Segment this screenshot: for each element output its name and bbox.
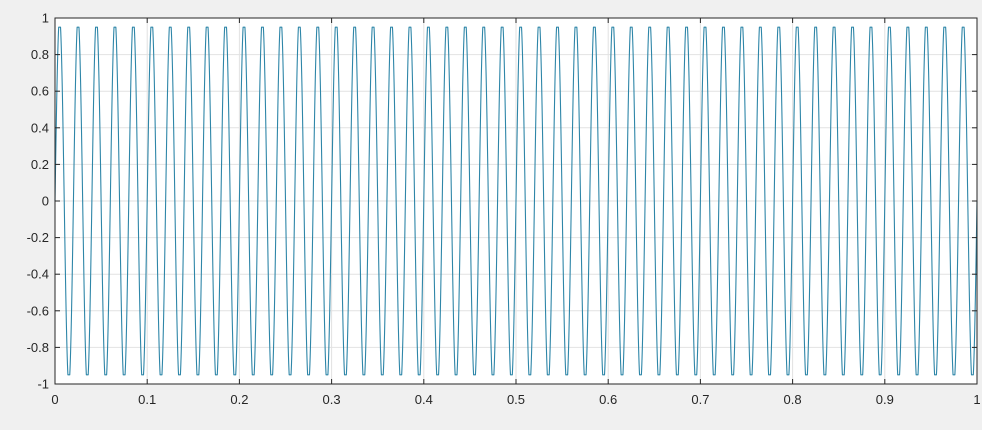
y-tick-label: -0.8 <box>27 340 49 355</box>
y-tick-label: 0.6 <box>31 84 49 99</box>
x-tick-label: 0.2 <box>230 392 248 407</box>
x-tick-label: 0.5 <box>507 392 525 407</box>
series-layer <box>54 26 978 376</box>
ticks <box>54 17 978 385</box>
x-tick-label: 1 <box>973 392 980 407</box>
y-tick-label: 1 <box>42 11 49 26</box>
y-tick-label: -0.6 <box>27 303 49 318</box>
series-line-0 <box>54 26 978 376</box>
x-tick-label: 0.4 <box>415 392 433 407</box>
y-tick-label: -0.4 <box>27 267 49 282</box>
x-tick-label: 0.8 <box>784 392 802 407</box>
x-tick-label: 0.1 <box>138 392 156 407</box>
y-tick-label: 0.4 <box>31 120 49 135</box>
x-tick-label: 0.7 <box>691 392 709 407</box>
y-tick-label: -0.2 <box>27 230 49 245</box>
x-tick-label: 0.6 <box>599 392 617 407</box>
y-tick-label: -1 <box>37 377 49 392</box>
y-tick-label: 0 <box>42 194 49 209</box>
x-tick-label: 0 <box>51 392 58 407</box>
y-tick-label: 0.2 <box>31 157 49 172</box>
y-tick-label: 0.8 <box>31 47 49 62</box>
x-tick-label: 0.3 <box>323 392 341 407</box>
x-tick-label: 0.9 <box>876 392 894 407</box>
tick-labels: 0 0.1 0.2 0.3 0.4 0.5 0.6 0.7 0.8 0.9 1 1 0.8 0.6 0.4 0… <box>27 11 981 408</box>
